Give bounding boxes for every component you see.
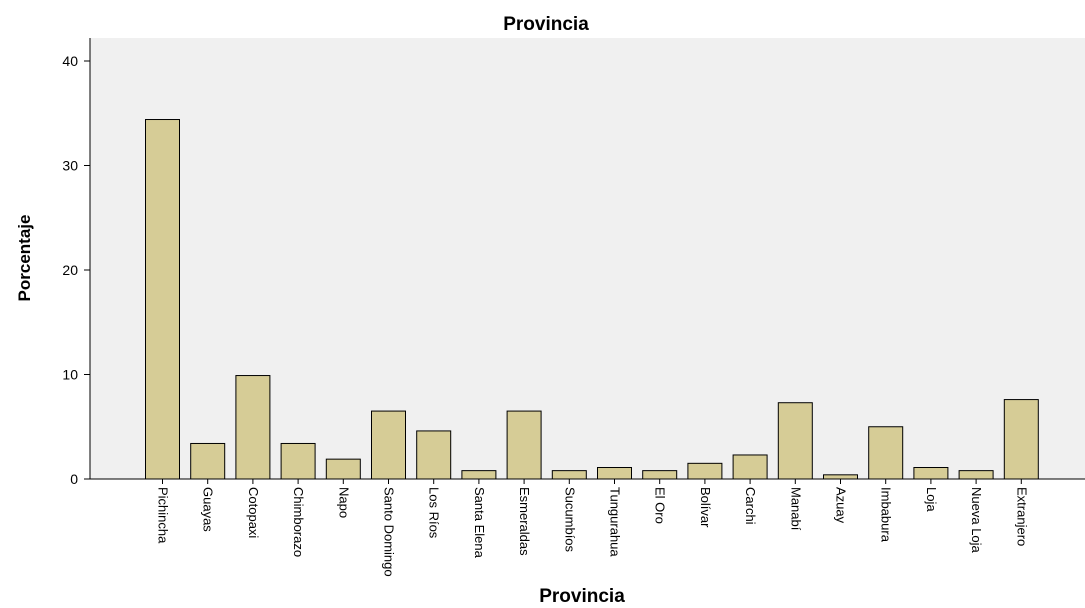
x-tick-label: Extranjero [1014,487,1029,546]
x-tick-label: Nueva Loja [969,487,984,554]
chart-title: Provincia [503,14,589,35]
bar-cotopaxi [235,375,271,480]
y-axis-label: Porcentaje [15,215,34,302]
y-tick-label: 10 [62,367,78,383]
y-tick-label: 30 [62,158,78,174]
bar-santa-elena [461,470,497,480]
x-tick-label: Bolívar [698,487,713,528]
x-tick-label: Napo [336,487,351,518]
x-tick-label: Los Ríos [427,487,442,539]
x-tick-label: Carchi [743,487,758,525]
x-tick-label: Tungurahua [608,487,623,557]
bar-santo-domingo [371,410,406,480]
bar-el-oro [642,470,678,480]
bars [145,119,1039,480]
bar-azuay [823,474,858,480]
y-axis: 0 10 20 30 40 [62,38,91,487]
bar-esmeraldas [506,410,542,480]
x-tick-label: Santo Domingo [382,487,397,577]
x-tick-label: Pichincha [156,487,171,544]
bar-los-r-os [416,430,452,480]
x-tick-label: Sucumbíos [562,487,577,553]
x-tick-label: Chimborazo [291,487,306,557]
x-tick-label: Loja [924,487,939,512]
y-tick-label: 40 [62,53,78,69]
x-tick-label: Azuay [834,487,849,524]
x-tick-label: Manabí [788,487,803,531]
x-tick-label: El Oro [653,487,668,524]
bar-imbabura [868,426,904,480]
x-axis: Pichincha Guayas Cotopaxi Chimborazo Napo San… [90,478,1085,577]
bar-loja [913,467,949,480]
bar-carchi [732,454,768,480]
bar-bol-var [687,462,723,480]
bar-sucumb-os [551,470,587,480]
x-axis-label: Provincia [539,586,625,607]
x-tick-label: Guayas [201,487,216,532]
bar-pichincha [145,119,180,480]
y-tick-label: 0 [70,471,78,487]
x-tick-label: Santa Elena [472,487,487,559]
x-tick-label: Esmeraldas [517,487,532,556]
bar-extranjero [1003,399,1039,480]
bar-chimborazo [280,442,316,480]
bar-guayas [190,442,226,480]
x-tick-label: Cotopaxi [246,487,261,538]
bar-tungurahua [597,467,632,480]
bar-napo [325,458,361,480]
bar-nueva-loja [958,470,994,480]
y-tick-label: 20 [62,262,78,278]
bar-manab- [777,402,813,480]
x-tick-label: Imbabura [879,487,894,543]
